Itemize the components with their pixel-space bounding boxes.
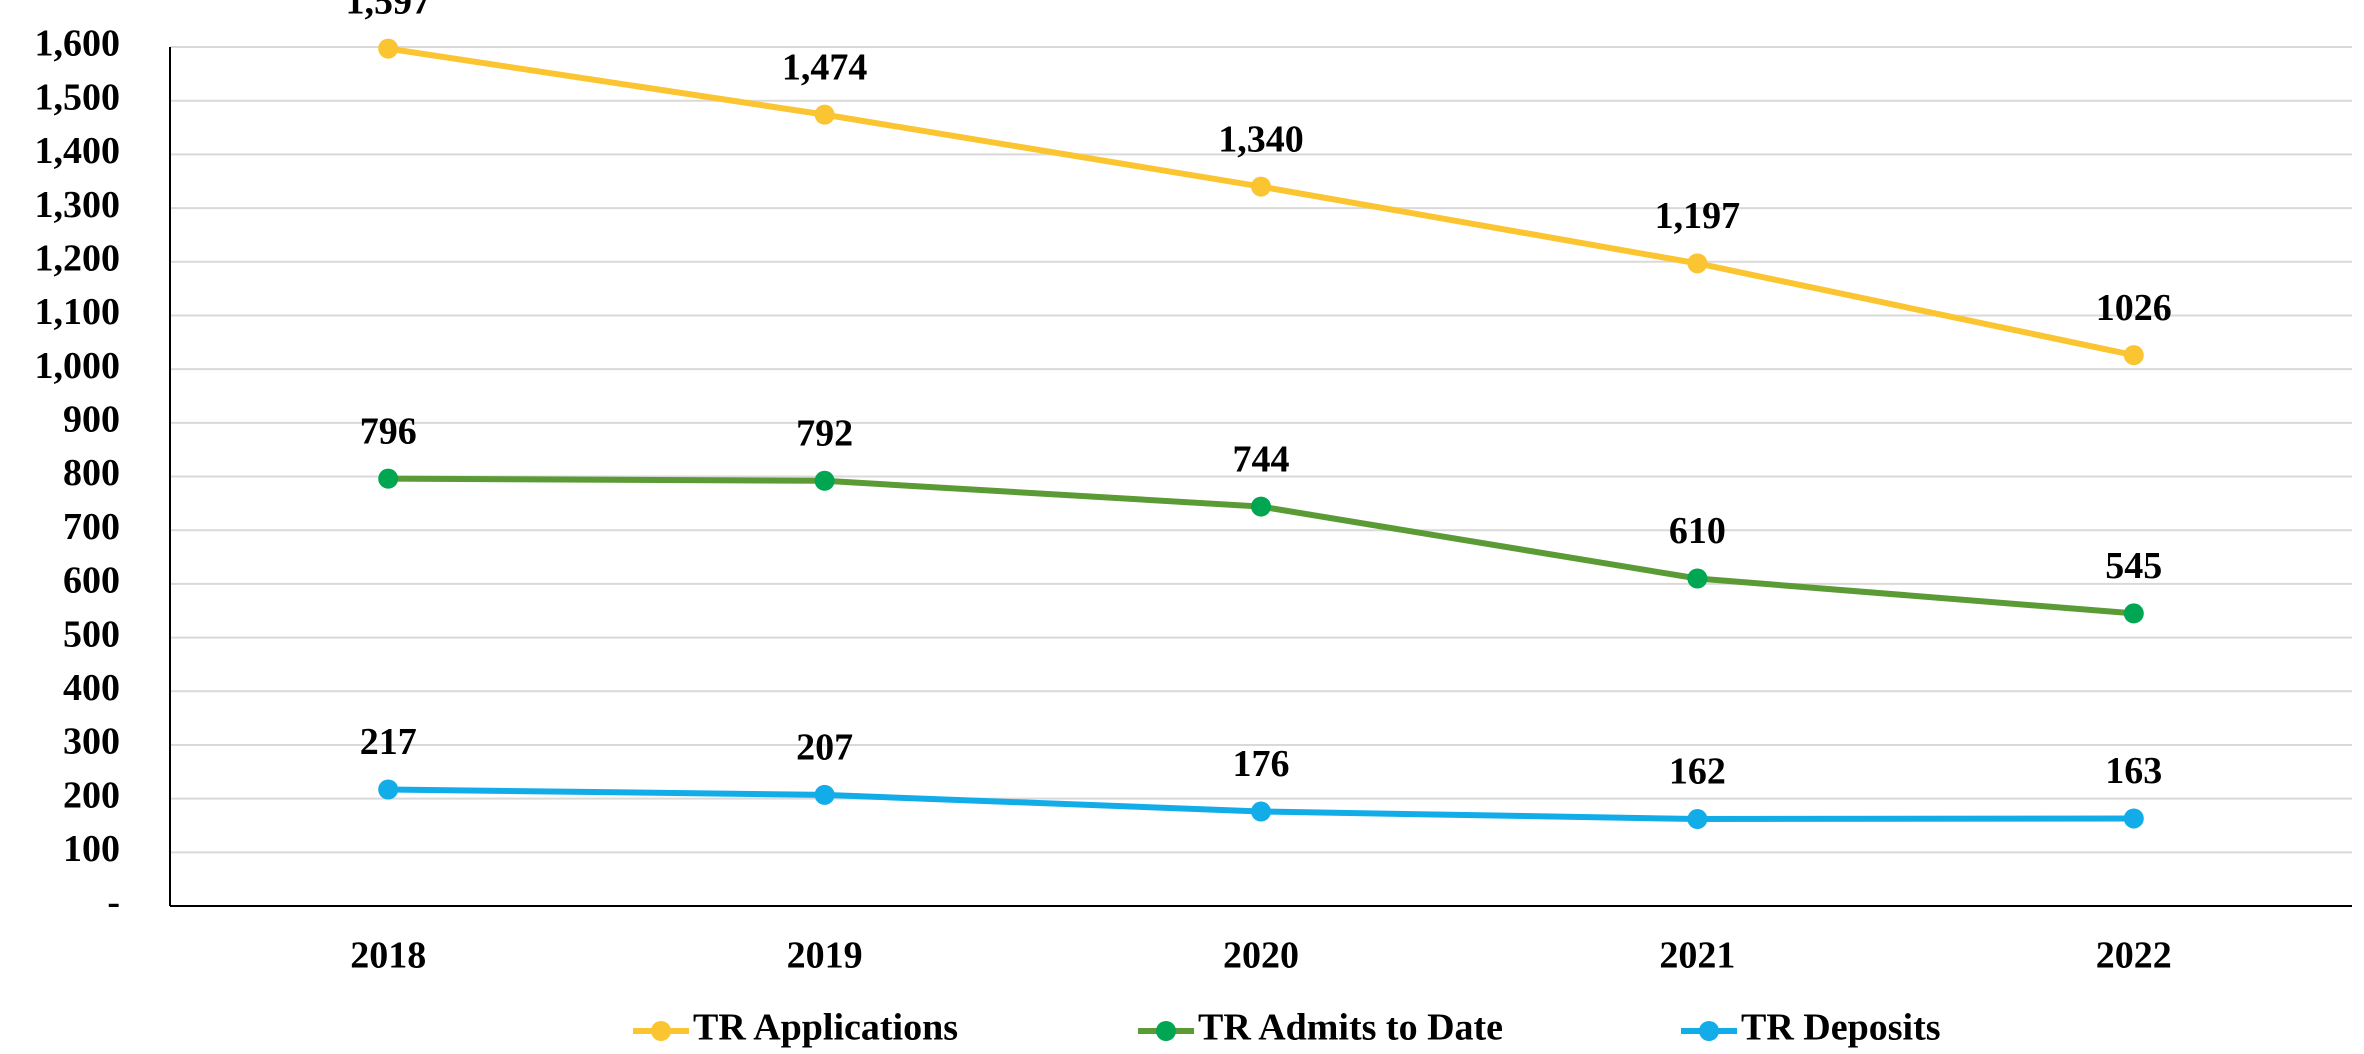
data-label: 163	[2105, 750, 2162, 792]
marker	[1251, 801, 1271, 822]
marker	[378, 779, 399, 800]
data-label: 1,597	[345, 0, 431, 22]
x-tick-label: 2021	[1659, 935, 1735, 977]
data-label: 792	[796, 413, 853, 455]
y-tick-label: 100	[63, 828, 120, 870]
y-tick-label: 800	[63, 452, 120, 494]
y-tick-label: 400	[63, 667, 120, 709]
legend-label: TR Applications	[693, 1007, 958, 1049]
data-label: 207	[796, 727, 853, 769]
marker	[378, 38, 399, 59]
marker	[1687, 809, 1708, 830]
y-tick-label: 1,200	[35, 237, 121, 279]
marker	[814, 104, 835, 125]
x-tick-label: 2022	[2096, 935, 2172, 977]
marker	[2123, 808, 2144, 829]
data-label: 610	[1669, 510, 1726, 552]
data-label: 796	[360, 410, 417, 452]
data-label: 1,197	[1655, 195, 1741, 237]
x-tick-label: 2018	[350, 935, 426, 977]
y-tick-label: 1,400	[35, 130, 121, 172]
y-tick-label: 500	[63, 613, 120, 655]
data-label: 176	[1233, 743, 1290, 785]
y-tick-label: 1,100	[35, 291, 121, 333]
legend-marker	[1699, 1021, 1719, 1041]
x-tick-label: 2020	[1223, 935, 1299, 977]
x-tick-label: 2019	[787, 935, 863, 977]
data-label: 1026	[2096, 287, 2172, 329]
y-tick-label: 1,000	[35, 345, 121, 387]
marker	[2123, 603, 2144, 624]
series-line	[387, 45, 2135, 359]
y-tick-label: 700	[63, 506, 120, 548]
marker	[1687, 568, 1708, 589]
marker	[2123, 345, 2144, 366]
y-tick-label: 900	[63, 399, 120, 441]
marker	[814, 470, 835, 491]
legend-label: TR Admits to Date	[1198, 1007, 1503, 1049]
data-label: 1,474	[782, 46, 868, 88]
y-tick-label: 600	[63, 560, 120, 602]
marker	[378, 468, 399, 489]
legend-label: TR Deposits	[1741, 1007, 1941, 1049]
y-tick-label: 1,600	[35, 23, 121, 65]
legend-marker	[1156, 1021, 1176, 1041]
data-label: 1,340	[1218, 118, 1304, 160]
marker	[1251, 496, 1271, 517]
y-tick-label: -	[107, 882, 120, 924]
legend-marker	[651, 1021, 671, 1041]
marker	[814, 784, 835, 805]
data-label: 744	[1233, 438, 1290, 480]
marker	[1687, 253, 1708, 274]
data-label: 217	[360, 721, 417, 763]
data-label: 545	[2105, 545, 2162, 587]
y-tick-label: 1,300	[35, 184, 121, 226]
y-tick-label: 300	[63, 721, 120, 763]
y-tick-label: 200	[63, 774, 120, 816]
marker	[1251, 176, 1271, 197]
y-tick-label: 1,500	[35, 76, 121, 118]
data-label: 162	[1669, 751, 1726, 793]
